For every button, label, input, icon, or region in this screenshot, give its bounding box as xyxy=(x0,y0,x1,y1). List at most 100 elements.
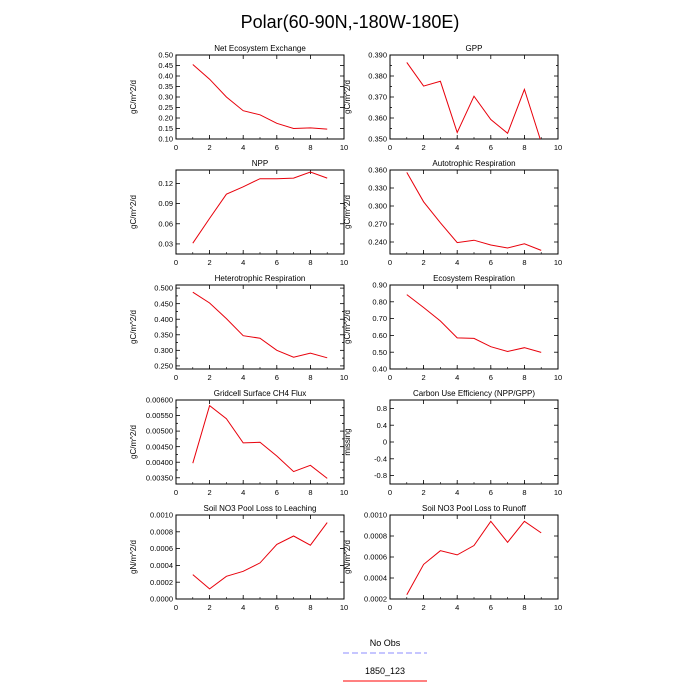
y-tick-label: 0.0002 xyxy=(364,595,387,604)
y-tick-label: 0.30 xyxy=(158,93,173,102)
x-tick-label: 0 xyxy=(388,488,392,497)
x-tick-label: 10 xyxy=(554,143,562,152)
y-tick-label: 0.03 xyxy=(158,240,173,249)
panel-4: Autotrophic Respiration 0 2 4 6 8 10 0.240 0.270… xyxy=(343,159,562,267)
y-tick-label: 0 xyxy=(383,438,387,447)
panel-title: Net Ecosystem Exchange xyxy=(214,44,306,53)
series-line xyxy=(406,172,542,251)
x-tick-label: 10 xyxy=(340,488,348,497)
x-tick-label: 6 xyxy=(489,143,493,152)
panel-title: Gridcell Surface CH4 Flux xyxy=(214,389,306,398)
x-tick-label: 2 xyxy=(208,488,212,497)
y-tick-label: 0.50 xyxy=(372,348,387,357)
panel-title: Soil NO3 Pool Loss to Runoff xyxy=(422,504,527,513)
panel-9: Soil NO3 Pool Loss to Leaching 0 2 4 6 8 10 0.0… xyxy=(129,504,348,612)
panel-title: GPP xyxy=(466,44,483,53)
y-tick-label: 0.450 xyxy=(154,299,173,308)
y-tick-label: 0.00500 xyxy=(146,427,173,436)
x-tick-label: 6 xyxy=(275,143,279,152)
x-tick-label: 0 xyxy=(174,373,178,382)
y-axis-label: gC/m^2/d xyxy=(343,195,352,229)
y-tick-label: -0.4 xyxy=(374,454,387,463)
x-tick-label: 6 xyxy=(275,603,279,612)
y-tick-label: 0.40 xyxy=(158,72,173,81)
x-tick-label: 2 xyxy=(422,373,426,382)
panel-8: Carbon Use Efficiency (NPP/GPP) 0 2 4 6 8 10 -0… xyxy=(343,389,562,497)
y-tick-label: 0.0010 xyxy=(364,511,387,520)
plot-frame xyxy=(175,54,345,140)
y-tick-label: 0.10 xyxy=(158,135,173,144)
y-tick-label: 0.12 xyxy=(158,179,173,188)
y-tick-label: 0.00400 xyxy=(146,458,173,467)
y-tick-label: 0.50 xyxy=(158,51,173,60)
y-axis-label: gC/m^2/d xyxy=(129,80,138,114)
y-tick-label: 0.0006 xyxy=(150,544,173,553)
y-axis-label: gC/m^2/d xyxy=(129,310,138,344)
y-tick-label: 0.250 xyxy=(154,361,173,370)
y-tick-label: 0.350 xyxy=(368,135,387,144)
x-tick-label: 0 xyxy=(174,488,178,497)
y-tick-label: 0.0004 xyxy=(150,561,173,570)
x-tick-label: 8 xyxy=(522,488,526,497)
x-tick-label: 0 xyxy=(388,373,392,382)
y-tick-label: 0.45 xyxy=(158,61,173,70)
series-line xyxy=(406,62,541,139)
x-tick-label: 8 xyxy=(522,258,526,267)
x-tick-label: 10 xyxy=(554,373,562,382)
y-axis-label: gN/m^2/d xyxy=(343,540,352,574)
x-tick-label: 0 xyxy=(388,143,392,152)
y-tick-label: 0.0008 xyxy=(150,527,173,536)
y-tick-label: 0.06 xyxy=(158,219,173,228)
series-line xyxy=(192,64,328,130)
y-tick-label: 0.300 xyxy=(154,346,173,355)
x-tick-label: 2 xyxy=(208,258,212,267)
panel-title: Soil NO3 Pool Loss to Leaching xyxy=(204,504,317,513)
y-tick-label: 0.240 xyxy=(368,238,387,247)
x-tick-label: 10 xyxy=(340,603,348,612)
series-line xyxy=(192,522,328,590)
x-tick-label: 4 xyxy=(455,373,459,382)
x-tick-label: 2 xyxy=(422,488,426,497)
panel-title: NPP xyxy=(252,159,268,168)
y-tick-label: 0.4 xyxy=(377,421,387,430)
y-tick-label: 0.0000 xyxy=(150,595,173,604)
plot-frame xyxy=(175,514,345,600)
panel-title: Heterotrophic Respiration xyxy=(215,274,306,283)
y-axis-label: gN/m^2/d xyxy=(129,540,138,574)
panel-title: Carbon Use Efficiency (NPP/GPP) xyxy=(413,389,535,398)
x-tick-label: 2 xyxy=(208,603,212,612)
plot-frame xyxy=(389,284,559,370)
x-tick-label: 2 xyxy=(208,373,212,382)
y-tick-label: 0.270 xyxy=(368,220,387,229)
x-tick-label: 6 xyxy=(489,258,493,267)
y-axis-label: missing xyxy=(343,428,352,455)
x-tick-label: 10 xyxy=(340,373,348,382)
x-tick-label: 4 xyxy=(455,258,459,267)
panel-5: Heterotrophic Respiration 0 2 4 6 8 10 0.250 0.3… xyxy=(129,274,348,382)
panel-6: Ecosystem Respiration 0 2 4 6 8 10 0.40 0.50 0.60… xyxy=(343,274,562,382)
y-tick-label: 0.330 xyxy=(368,184,387,193)
x-tick-label: 6 xyxy=(489,373,493,382)
x-tick-label: 10 xyxy=(340,258,348,267)
x-tick-label: 8 xyxy=(308,258,312,267)
x-tick-label: 6 xyxy=(489,488,493,497)
y-tick-label: 0.40 xyxy=(372,365,387,374)
x-tick-label: 2 xyxy=(422,603,426,612)
panel-10: Soil NO3 Pool Loss to Runoff 0 2 4 6 8 10 0.000… xyxy=(343,504,562,612)
x-tick-label: 0 xyxy=(174,603,178,612)
y-tick-label: -0.8 xyxy=(374,471,387,480)
plot-frame xyxy=(175,169,345,255)
x-tick-label: 0 xyxy=(388,603,392,612)
series-line xyxy=(192,171,328,244)
panel-3: NPP 0 2 4 6 8 10 0.03 0.06 0.09 0.12 gC/m^2/d xyxy=(129,159,348,267)
series-line xyxy=(192,404,328,479)
x-tick-label: 4 xyxy=(241,373,245,382)
x-tick-label: 2 xyxy=(422,143,426,152)
x-tick-label: 8 xyxy=(308,373,312,382)
x-tick-label: 6 xyxy=(275,258,279,267)
y-tick-label: 0.400 xyxy=(154,315,173,324)
y-tick-label: 0.370 xyxy=(368,93,387,102)
series-line xyxy=(192,291,328,359)
